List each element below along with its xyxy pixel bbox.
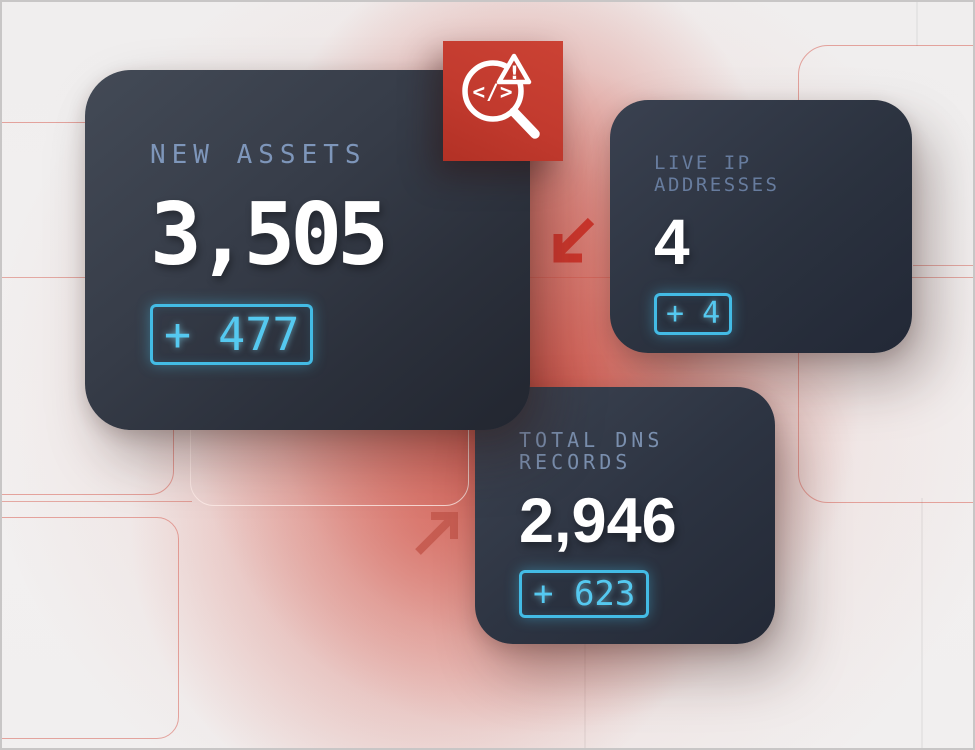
total-dns-records-card: TOTAL DNS RECORDS 2,946 + 623 [475,387,775,644]
magnifier-code-warning-glyph: </> ! [462,53,540,139]
card-label: LIVE IP ADDRESSES [654,152,882,196]
card-value: 2,946 [519,486,677,556]
new-assets-card: NEW ASSETS 3,505 + 477 [85,70,530,430]
arrow-up-right-icon [415,512,458,555]
arrow-down-left-icon [553,217,595,263]
delta-badge: + 623 [519,570,650,618]
delta-badge: + 4 [654,293,733,335]
card-value: 3,505 [150,185,389,286]
card-label-line1: TOTAL DNS [519,428,664,452]
exclamation-glyph: ! [510,62,519,84]
card-label-line2: ADDRESSES [654,174,780,196]
card-label: NEW ASSETS [150,140,367,170]
card-label-line2: RECORDS [519,450,632,474]
delta-badge: + 477 [150,304,314,366]
card-value: 4 [654,206,690,278]
card-label: TOTAL DNS RECORDS [519,429,745,473]
code-scan-alert-icon: </> ! [443,41,563,161]
live-ip-addresses-card: LIVE IP ADDRESSES 4 + 4 [610,100,912,353]
card-label-line1: LIVE IP [654,152,752,174]
